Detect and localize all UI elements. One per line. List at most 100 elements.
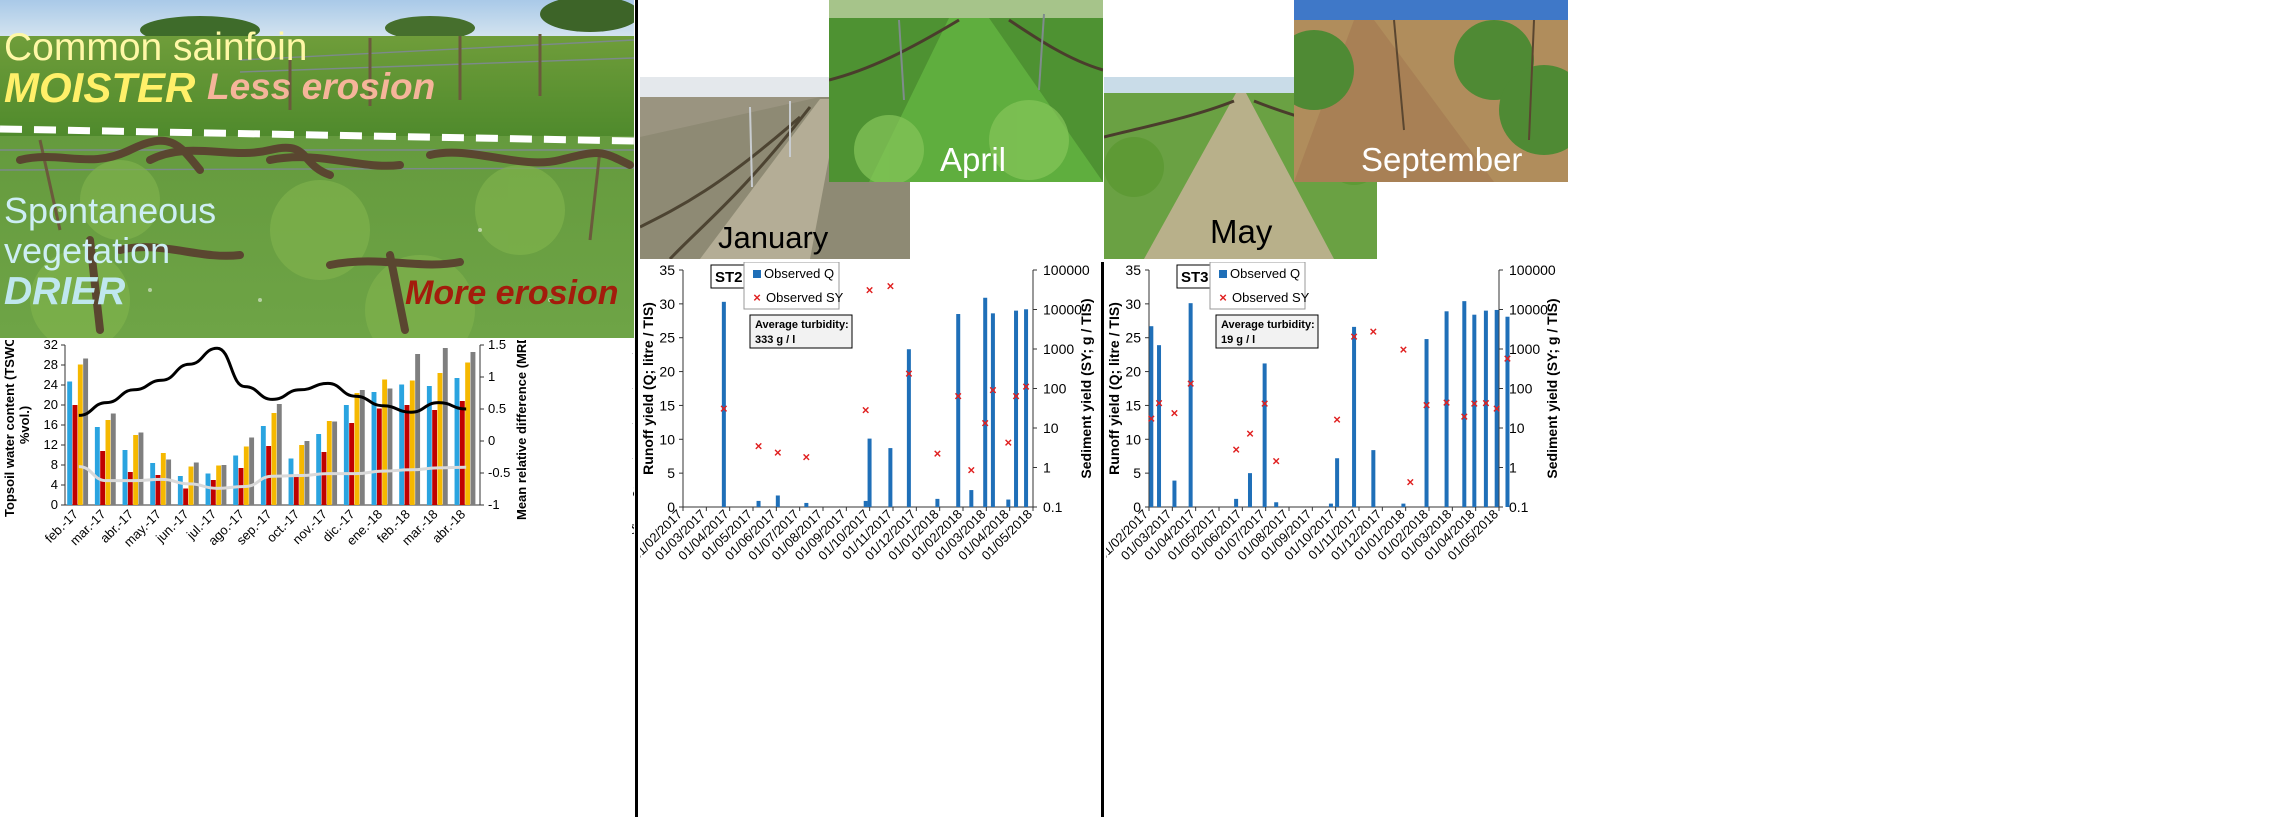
ST2-runoff-bar xyxy=(863,500,868,507)
tswc-bar xyxy=(399,384,405,505)
ST2-runoff-bar xyxy=(956,314,961,507)
ST2-y-tick-label: 0 xyxy=(667,499,675,515)
ST2-turbidity-box xyxy=(749,314,853,349)
panel-divider-left xyxy=(635,0,638,817)
ST2-y-tick-label: 25 xyxy=(659,330,675,346)
ST2-legend-sy-label: Observed SY xyxy=(766,290,844,305)
ST2-sediment-marker: × xyxy=(803,449,811,464)
ST2-y2-tick-label: 0.1 xyxy=(1043,499,1063,515)
tswc-bar xyxy=(67,381,73,505)
tswc-bar xyxy=(77,364,83,505)
panel-divider-right xyxy=(1101,262,1104,817)
tswc-bar xyxy=(138,432,144,505)
ST3-y2-tick-label: 10 xyxy=(1509,420,1525,436)
tswc-bar xyxy=(205,473,211,505)
ST2-y-tick-label: 5 xyxy=(667,465,675,481)
ST3-sediment-marker: × xyxy=(1482,395,1490,410)
tswc-y2-tick-label: 0.5 xyxy=(488,401,506,416)
tswc-bar xyxy=(100,451,106,505)
tswc-bar xyxy=(349,423,355,505)
st3-runoff-sediment-chart: 051015202530350.111010010001000010000001… xyxy=(1094,261,1560,563)
dashed-divider-line xyxy=(0,125,634,145)
ST3-runoff-bar xyxy=(1262,363,1267,507)
label-drier: DRIER xyxy=(4,270,126,313)
tswc-bar xyxy=(332,421,338,505)
ST3-runoff-bar xyxy=(1352,326,1357,507)
tswc-y2-tick-label: -1 xyxy=(488,497,500,512)
tswc-bar xyxy=(243,446,249,505)
tswc-bar xyxy=(276,404,282,505)
tswc-bar xyxy=(326,421,332,505)
ST3-y2-tick-label: 0.1 xyxy=(1509,499,1529,515)
ST3-y-tick-label: 10 xyxy=(1125,431,1141,447)
ST2-y-tick-label: 35 xyxy=(659,262,675,278)
ST3-sediment-marker: × xyxy=(1504,351,1512,366)
tswc-bar xyxy=(177,476,183,505)
ST3-sediment-marker: × xyxy=(1471,396,1479,411)
ST2-legend-sy-marker: × xyxy=(753,290,761,305)
label-vegetation: vegetation xyxy=(4,230,171,271)
label-more-erosion: More erosion xyxy=(405,274,619,312)
tswc-bar xyxy=(249,437,255,505)
ST3-y-tick-label: 30 xyxy=(1125,296,1141,312)
st2-chart-panel: 0 5 10 15 20 25 30 35 0.1 1 10 100 1000 10000 100000 01… xyxy=(628,261,1100,817)
season-label-april: April xyxy=(940,141,1007,178)
ST2-runoff-bar xyxy=(990,313,995,507)
ST3-y2-tick-label: 100000 xyxy=(1509,262,1556,278)
season-label-may: May xyxy=(1210,213,1273,250)
tswc-y2-tick-label: -0.5 xyxy=(488,465,510,480)
label-moister: MOISTER xyxy=(4,64,196,111)
ST3-runoff-bar xyxy=(1274,502,1279,507)
ST3-y-tick-label: 25 xyxy=(1125,330,1141,346)
ST3-runoff-bar xyxy=(1149,326,1154,507)
ST2-sediment-marker: × xyxy=(1022,379,1030,394)
ST3-runoff-bar xyxy=(1328,503,1333,507)
ST3-y2-tick-label: 1 xyxy=(1509,460,1517,476)
ST2-sediment-marker: × xyxy=(774,445,782,460)
tswc-bar xyxy=(404,405,410,505)
ST2-runoff-bar xyxy=(1014,310,1019,507)
tswc-bar xyxy=(316,434,322,505)
tswc-bar xyxy=(127,472,133,505)
tswc-chart-panel: 0 4 8 12 16 20 24 28 32 -1 -0.5 0 0.5 1 1.5 feb.-17 mar.… xyxy=(0,330,646,817)
ST2-sediment-marker: × xyxy=(989,382,997,397)
tswc-bar xyxy=(409,380,415,505)
ST2-runoff-bar xyxy=(969,490,974,507)
ST3-sediment-marker: × xyxy=(1400,342,1408,357)
tswc-y-tick-label: 20 xyxy=(44,397,58,412)
ST2-runoff-bar xyxy=(721,301,726,507)
tswc-bar xyxy=(155,475,161,505)
ST2-sediment-marker: × xyxy=(755,439,763,454)
tswc-bar xyxy=(437,373,443,505)
ST2-y2-axis-title: Sediment yield (SY; g / TIS) xyxy=(1078,298,1094,478)
ST3-runoff-bar xyxy=(1247,473,1252,507)
label-spontaneous: Spontaneous xyxy=(4,190,217,231)
ST2-sediment-marker: × xyxy=(887,279,895,294)
ST3-legend-q-swatch xyxy=(1219,270,1227,278)
tswc-bar xyxy=(293,476,299,505)
tswc-bar xyxy=(166,459,172,505)
ST2-station-label: ST2 xyxy=(715,269,743,286)
tswc-bar xyxy=(221,465,227,505)
ST2-runoff-bar xyxy=(775,495,780,507)
ST3-runoff-bar xyxy=(1483,310,1488,507)
ST3-sediment-marker: × xyxy=(1333,412,1341,427)
st3-chart-panel: 0 5 10 15 20 25 30 35 0.1 1 10 100 1000 10000 100000 01… xyxy=(1094,261,2281,817)
tswc-y-tick-label: 28 xyxy=(44,357,58,372)
ST3-runoff-bar xyxy=(1505,316,1510,507)
tswc-bar xyxy=(354,393,360,505)
ST3-sediment-marker: × xyxy=(1443,395,1451,410)
ST2-y2-tick-label: 10000 xyxy=(1043,302,1082,318)
tswc-y-axis-title: Topsoil water content (TSWC;%vol.) xyxy=(2,340,32,517)
ST3-runoff-bar xyxy=(1424,339,1429,507)
ST2-y2-tick-label: 1 xyxy=(1043,460,1051,476)
ST3-runoff-bar xyxy=(1401,503,1406,507)
ST3-turbidity-value: 19 g / l xyxy=(1221,334,1255,346)
ST3-legend-sy-label: Observed SY xyxy=(1232,290,1310,305)
tswc-y-tick-label: 24 xyxy=(44,377,58,392)
vineyard-photo-illustration xyxy=(0,0,634,338)
ST2-y-tick-label: 15 xyxy=(659,397,675,413)
tswc-bar xyxy=(470,352,476,505)
tswc-bar xyxy=(376,408,382,505)
tswc-bar xyxy=(288,458,294,505)
